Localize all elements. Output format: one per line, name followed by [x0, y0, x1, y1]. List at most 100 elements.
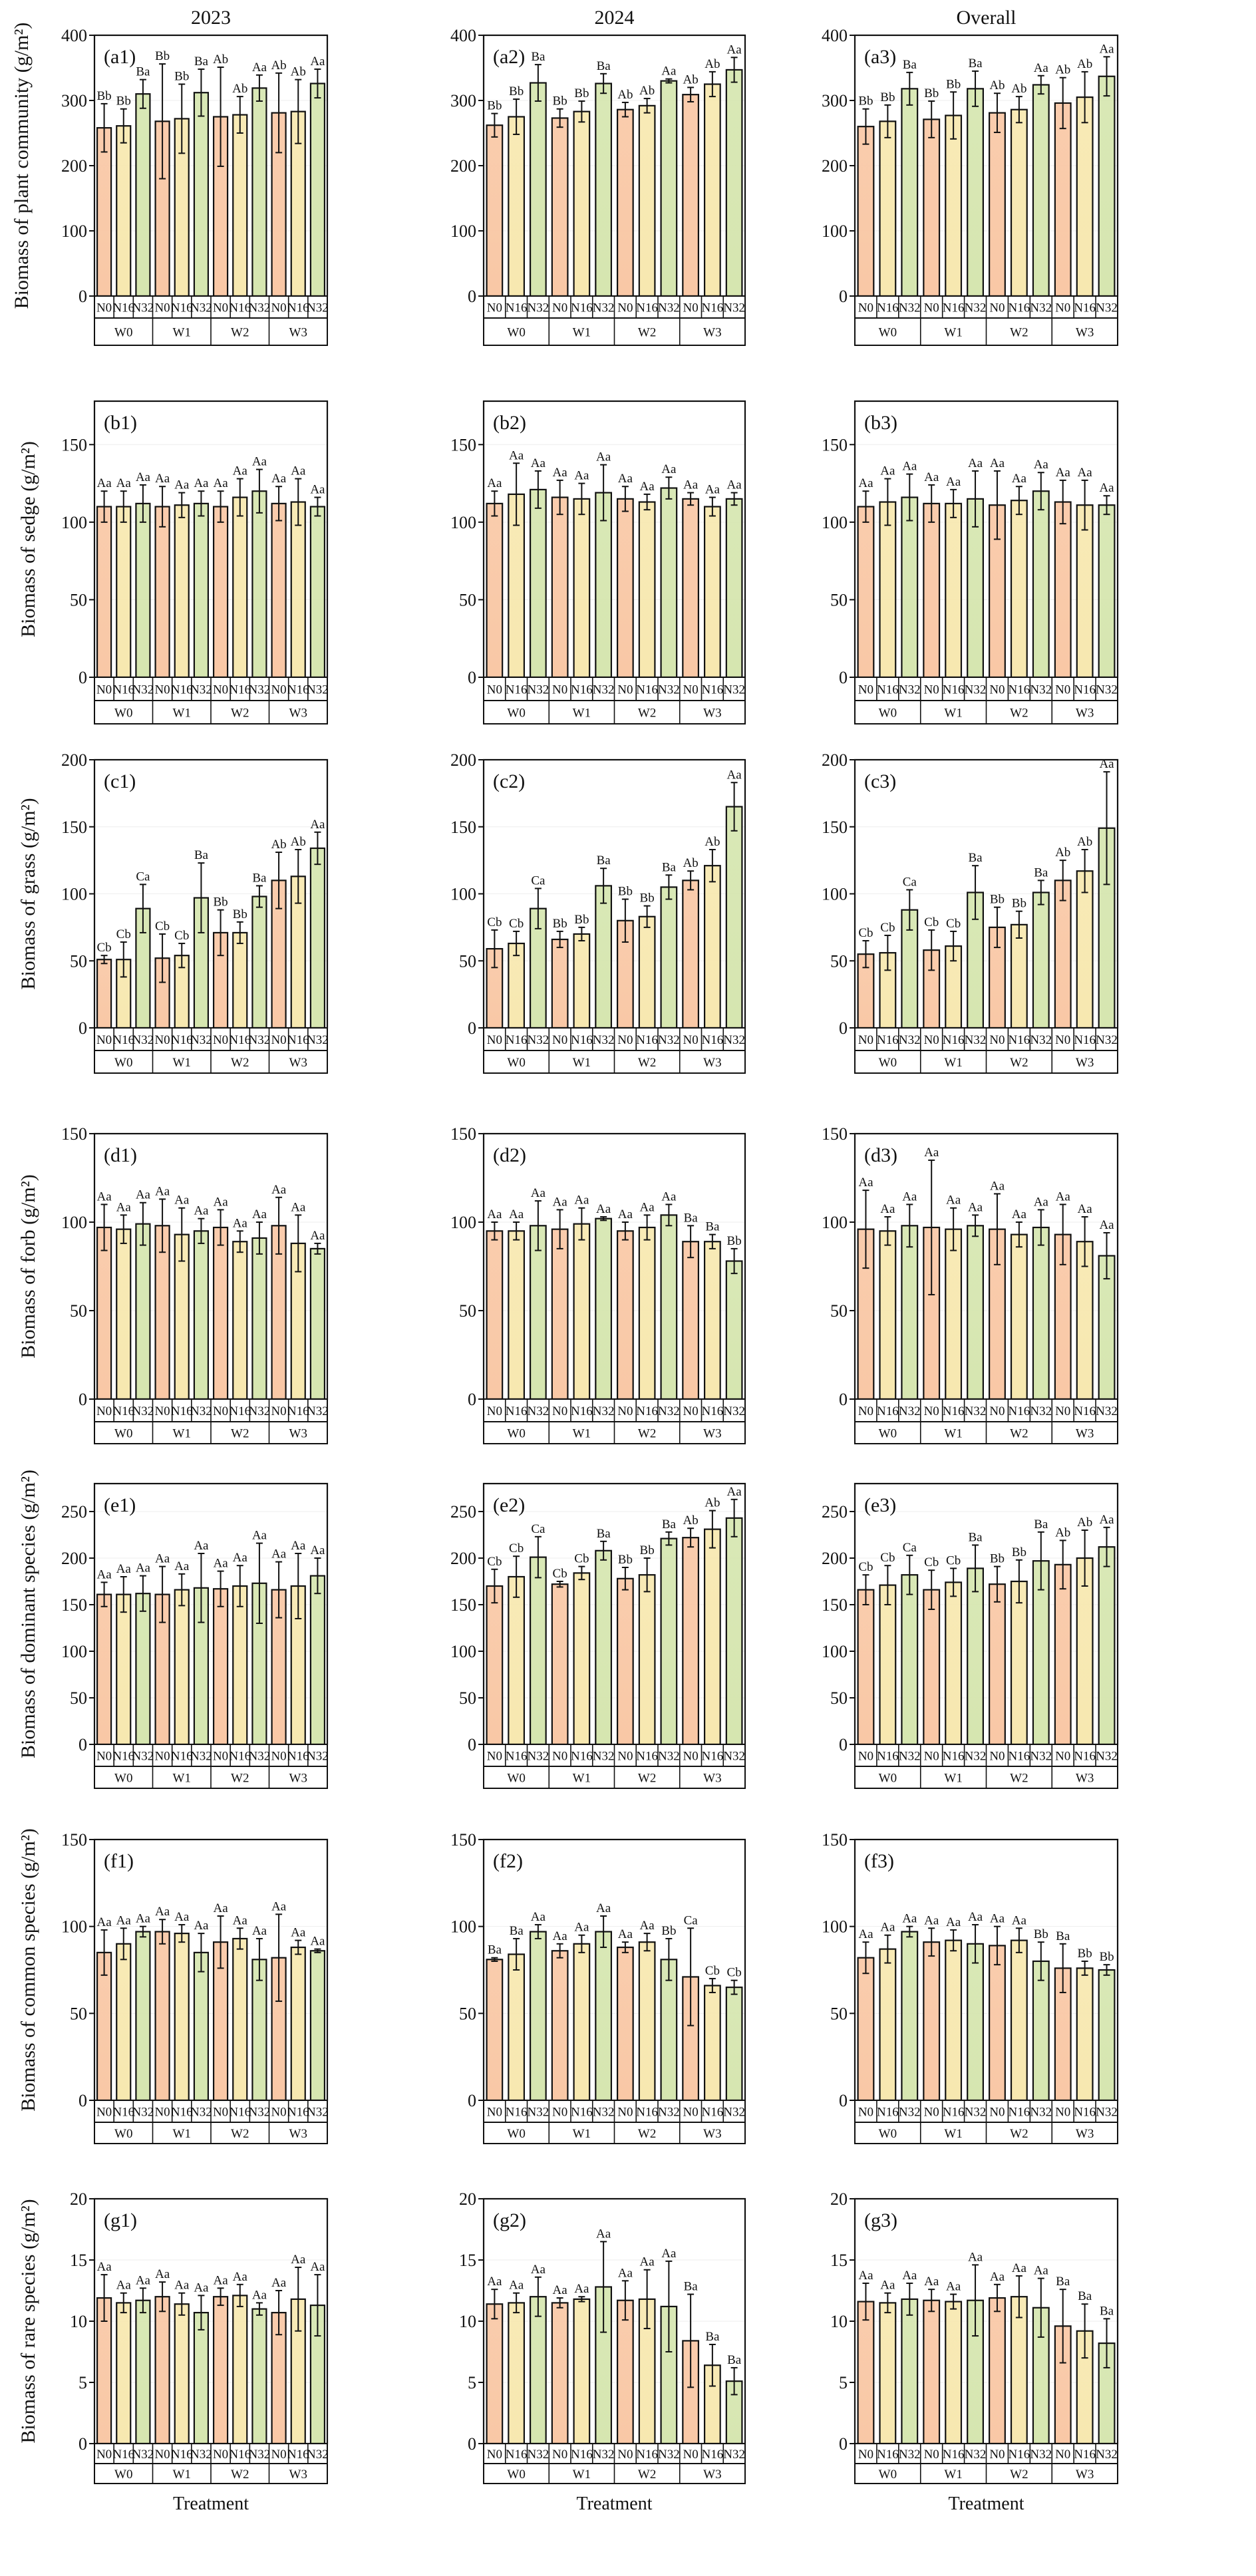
y-axis-label: Biomass of dominant species (g/m²) [17, 1470, 39, 1758]
bar-w1-n32 [967, 88, 984, 297]
n-level-label: N0 [989, 2448, 1005, 2462]
y-tick-label: 200 [450, 156, 476, 176]
y-tick-label: 0 [78, 2091, 87, 2110]
bar-w3-n0 [1054, 102, 1072, 297]
error-bar [236, 2283, 243, 2307]
bar-w1-n0 [551, 1950, 569, 2102]
panel-tag: (g3) [864, 2209, 897, 2231]
n-level-label: N16 [1074, 2448, 1096, 2462]
n-level-label: N32 [658, 683, 680, 697]
n-level-label: N0 [989, 301, 1005, 315]
w-level-label: W2 [1010, 1427, 1028, 1441]
significance-label: Aa [946, 475, 961, 489]
y-tick-label: 250 [822, 1502, 848, 1522]
n-level-label: N32 [658, 301, 680, 315]
error-bar [275, 852, 283, 909]
n-level-label: N0 [552, 1033, 567, 1047]
n-level-label: N16 [877, 1033, 899, 1047]
error-bar [687, 870, 695, 891]
significance-label: Aa [880, 1921, 895, 1935]
n-level-label: N16 [112, 2448, 134, 2462]
n-level-label: N16 [506, 1404, 528, 1418]
bar-w0-n16 [879, 1948, 897, 2102]
n-level-label: N32 [249, 683, 271, 697]
bar-w2-n16 [638, 1574, 656, 1746]
error-bar [578, 1934, 585, 1953]
significance-label: Bb [574, 913, 589, 927]
n-level-label: N32 [132, 1404, 154, 1418]
bar-w3-n32 [309, 1247, 326, 1400]
bar-w1-n0 [154, 506, 170, 679]
n-level-label: N32 [1030, 1404, 1052, 1418]
significance-label: Ba [705, 1220, 720, 1234]
n-level-label: N16 [229, 1033, 251, 1047]
bar-w3-n32 [309, 82, 326, 297]
significance-label: Ca [903, 1541, 917, 1555]
n-level-label: N32 [593, 2448, 615, 2462]
n-level-label: N16 [702, 683, 724, 697]
error-bar [159, 1198, 166, 1253]
n-level-label: N16 [877, 2106, 899, 2120]
y-tick-label: 250 [61, 1502, 87, 1522]
y-tick-label: 400 [61, 26, 87, 45]
n-level-label: N0 [989, 1033, 1005, 1047]
error-bar [972, 1214, 979, 1237]
y-tick-label: 200 [61, 1549, 87, 1568]
n-level-label: N0 [96, 2448, 112, 2462]
y-tick-label: 150 [450, 1595, 476, 1615]
n-level-label: N16 [943, 1404, 965, 1418]
significance-label: Aa [968, 456, 983, 470]
bar-w0-n16 [116, 125, 132, 297]
significance-label: Ab [213, 53, 228, 67]
error-bar [159, 63, 166, 180]
n-level-label: N32 [593, 1033, 615, 1047]
bar-w1-n0 [923, 2299, 941, 2445]
n-level-label: N0 [552, 1404, 567, 1418]
w-level-label: W1 [573, 1056, 591, 1070]
bar-w3-n0 [682, 498, 700, 679]
n-level-label: N32 [658, 1033, 680, 1047]
significance-label: Aa [233, 2270, 248, 2284]
error-bar [255, 1542, 263, 1624]
significance-label: Bb [640, 891, 655, 905]
panel-tag: (e2) [493, 1494, 525, 1516]
n-level-label: N32 [899, 1404, 921, 1418]
n-level-label: N16 [112, 1033, 134, 1047]
significance-label: Aa [97, 1915, 112, 1929]
significance-label: Bb [618, 885, 633, 899]
significance-label: Aa [136, 1188, 151, 1202]
bar-w2-n0 [212, 506, 229, 679]
error-bar [295, 1553, 302, 1619]
bar-w1-n32 [595, 1549, 613, 1746]
bar-w2-n16 [1010, 2296, 1028, 2445]
bar-w3-n32 [309, 1575, 326, 1746]
bar-w1-n0 [551, 2302, 569, 2445]
bar-w1-n16 [945, 114, 963, 297]
bar-w1-n32 [193, 502, 210, 679]
bar-w2-n32 [1032, 891, 1050, 1029]
error-bar [972, 70, 979, 107]
n-level-label: N0 [683, 2448, 699, 2462]
n-level-label: N16 [877, 1750, 899, 1764]
y-tick-label: 100 [822, 885, 848, 904]
error-bar [295, 79, 302, 144]
y-tick-label: 200 [450, 750, 476, 770]
error-bar [950, 1207, 957, 1251]
y-tick-label: 0 [468, 2434, 476, 2454]
significance-label: Aa [310, 2260, 325, 2274]
bar-w0-n32 [901, 1225, 919, 1400]
panel-tag: (e1) [104, 1494, 136, 1516]
error-bar [665, 476, 673, 500]
significance-label: Cb [924, 1555, 939, 1569]
n-level-label: N0 [1055, 301, 1070, 315]
error-bar [275, 2290, 283, 2336]
significance-label: Aa [252, 1529, 267, 1543]
error-bar [217, 909, 224, 957]
significance-label: Aa [946, 1194, 961, 1208]
significance-label: Bb [1099, 1950, 1114, 1964]
bar-w0-n16 [879, 120, 897, 297]
error-bar [139, 484, 146, 523]
bar-w0-n0 [486, 502, 504, 679]
